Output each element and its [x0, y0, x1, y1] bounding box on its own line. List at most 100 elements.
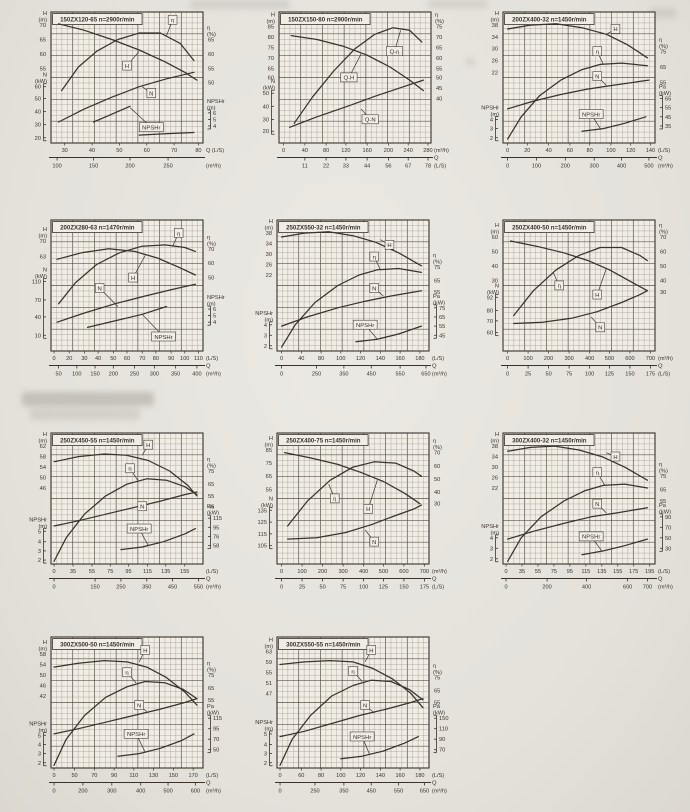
svg-text:0: 0 — [506, 356, 509, 362]
svg-text:NPSHr: NPSHr — [582, 112, 600, 118]
svg-text:22: 22 — [492, 70, 498, 76]
svg-text:5: 5 — [213, 314, 216, 320]
svg-text:100: 100 — [585, 372, 594, 378]
svg-text:500: 500 — [379, 569, 388, 575]
svg-text:η: η — [433, 253, 436, 259]
svg-text:5: 5 — [213, 117, 216, 123]
svg-text:42: 42 — [40, 694, 46, 700]
svg-text:35: 35 — [519, 569, 525, 575]
svg-text:η: η — [373, 255, 376, 261]
svg-text:120: 120 — [356, 356, 365, 362]
svg-text:Q-N: Q-N — [365, 118, 376, 124]
svg-text:0: 0 — [52, 789, 55, 795]
chart-svg: 250ZX450-55 n=1450r/minHηNNPSHrH(m)62585… — [29, 432, 222, 591]
svg-text:50: 50 — [319, 585, 325, 591]
svg-text:170: 170 — [188, 773, 197, 779]
svg-text:4: 4 — [264, 742, 267, 748]
svg-text:150: 150 — [90, 372, 99, 378]
svg-text:H: H — [613, 455, 617, 461]
svg-text:Q-H: Q-H — [344, 76, 355, 82]
svg-text:75: 75 — [660, 49, 666, 55]
svg-text:70: 70 — [91, 773, 97, 779]
svg-text:10: 10 — [35, 333, 41, 339]
svg-text:160: 160 — [395, 773, 404, 779]
svg-text:η: η — [207, 235, 210, 241]
svg-text:(m³/h): (m³/h) — [434, 148, 449, 154]
svg-text:450: 450 — [367, 789, 376, 795]
svg-text:2: 2 — [264, 344, 267, 350]
svg-text:(m³/h): (m³/h) — [206, 789, 221, 795]
svg-text:35: 35 — [70, 569, 76, 575]
svg-text:60: 60 — [35, 85, 41, 91]
svg-text:65: 65 — [434, 278, 440, 284]
svg-text:Q: Q — [206, 364, 211, 370]
svg-text:150: 150 — [89, 164, 98, 170]
svg-text:0: 0 — [52, 585, 55, 591]
svg-text:60: 60 — [144, 148, 150, 154]
svg-text:60: 60 — [436, 56, 442, 62]
svg-text:N: N — [598, 326, 602, 332]
svg-text:H: H — [366, 507, 370, 513]
svg-text:(m³/h): (m³/h) — [206, 372, 221, 378]
svg-text:70: 70 — [665, 525, 671, 531]
svg-text:300: 300 — [590, 164, 599, 170]
svg-text:140: 140 — [646, 148, 655, 154]
svg-text:300ZX550-55 n=1450r/min: 300ZX550-55 n=1450r/min — [286, 641, 361, 648]
svg-text:3: 3 — [490, 546, 493, 552]
svg-text:200: 200 — [561, 164, 570, 170]
svg-text:65: 65 — [208, 686, 214, 692]
svg-text:120: 120 — [626, 148, 635, 154]
svg-text:0: 0 — [278, 789, 281, 795]
svg-text:55: 55 — [434, 701, 440, 707]
svg-text:38: 38 — [266, 231, 272, 237]
svg-text:50: 50 — [40, 673, 46, 679]
svg-text:(%): (%) — [207, 463, 216, 469]
svg-text:30: 30 — [81, 356, 87, 362]
svg-text:180: 180 — [415, 773, 424, 779]
svg-text:67: 67 — [405, 164, 411, 170]
svg-text:45: 45 — [439, 333, 445, 339]
svg-text:(m): (m) — [490, 112, 499, 118]
svg-text:80: 80 — [268, 35, 274, 41]
svg-text:25: 25 — [525, 372, 531, 378]
svg-text:95: 95 — [213, 525, 219, 531]
svg-text:70: 70 — [208, 247, 214, 253]
svg-text:45: 45 — [208, 504, 214, 510]
svg-text:54: 54 — [40, 465, 46, 471]
svg-text:50: 50 — [35, 96, 41, 102]
svg-text:40: 40 — [545, 148, 551, 154]
svg-text:(%): (%) — [207, 667, 216, 673]
svg-text:0: 0 — [506, 148, 509, 154]
svg-text:40: 40 — [263, 104, 269, 110]
svg-text:125: 125 — [605, 372, 614, 378]
svg-text:65: 65 — [434, 689, 440, 695]
svg-text:(kW): (kW) — [207, 711, 219, 717]
scan-artifact — [428, 0, 488, 8]
svg-text:400: 400 — [585, 356, 594, 362]
svg-text:(m): (m) — [264, 644, 273, 650]
svg-text:NPSHr: NPSHr — [255, 311, 273, 317]
svg-text:300: 300 — [338, 569, 347, 575]
svg-text:59: 59 — [266, 660, 272, 666]
svg-text:300ZX400-32 n=1450r/min: 300ZX400-32 n=1450r/min — [512, 437, 587, 444]
svg-text:η: η — [207, 661, 210, 667]
svg-text:Q: Q — [658, 577, 663, 583]
svg-text:350: 350 — [171, 372, 180, 378]
svg-text:Pa: Pa — [433, 294, 441, 300]
svg-text:20: 20 — [35, 136, 41, 142]
svg-text:(m): (m) — [207, 302, 216, 308]
svg-text:120: 120 — [356, 773, 365, 779]
pump-curve-chart-150zx120-65: 150ZX120-65 n=2900r/min η H N NPSHr H (m) 70 65 6… — [14, 5, 240, 210]
svg-text:90: 90 — [665, 515, 671, 521]
svg-text:Q: Q — [434, 156, 439, 162]
svg-text:6: 6 — [213, 307, 216, 313]
svg-text:55: 55 — [660, 81, 666, 87]
svg-text:150: 150 — [399, 585, 408, 591]
svg-text:160: 160 — [395, 356, 404, 362]
svg-text:85: 85 — [266, 448, 272, 454]
svg-text:135: 135 — [597, 569, 606, 575]
svg-text:(m): (m) — [38, 233, 47, 239]
svg-text:H: H — [43, 640, 47, 646]
svg-text:70: 70 — [139, 356, 145, 362]
